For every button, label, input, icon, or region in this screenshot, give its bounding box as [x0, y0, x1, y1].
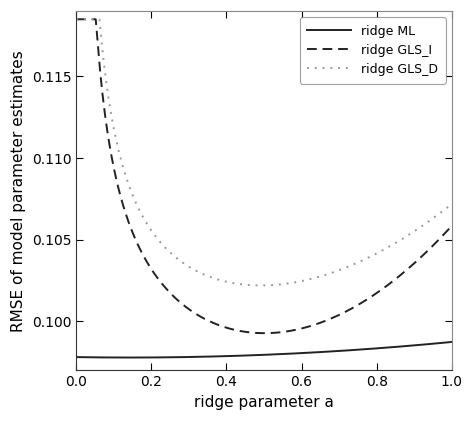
ridge ML [441, 340, 447, 345]
ridge GLS_D [449, 201, 455, 206]
ridge ML [449, 339, 455, 344]
ridge GLS_D [277, 282, 283, 287]
ridge GLS_I [73, 17, 79, 22]
ridge ML [73, 354, 79, 360]
ridge ML [298, 351, 303, 356]
ridge ML [277, 352, 283, 357]
ridge GLS_I [449, 223, 455, 228]
ridge GLS_I [262, 330, 267, 336]
ridge GLS_D [441, 208, 447, 213]
ridge GLS_D [258, 283, 264, 288]
Line: ridge ML: ridge ML [76, 342, 452, 357]
ridge ML [253, 353, 258, 358]
Y-axis label: RMSE of model parameter estimates: RMSE of model parameter estimates [11, 50, 26, 332]
ridge GLS_D [73, 17, 79, 22]
Line: ridge GLS_D: ridge GLS_D [76, 19, 452, 285]
ridge GLS_D [252, 283, 257, 288]
ridge GLS_D [298, 279, 303, 284]
ridge GLS_I [382, 285, 388, 290]
ridge GLS_I [298, 326, 303, 331]
ridge GLS_I [441, 232, 447, 237]
ridge GLS_D [382, 247, 388, 252]
Legend: ridge ML, ridge GLS_I, ridge GLS_D: ridge ML, ridge GLS_I, ridge GLS_D [300, 17, 446, 84]
ridge GLS_I [252, 330, 257, 336]
X-axis label: ridge parameter a: ridge parameter a [194, 395, 334, 410]
ridge ML [255, 352, 261, 357]
Line: ridge GLS_I: ridge GLS_I [76, 19, 452, 333]
ridge ML [382, 345, 388, 350]
ridge GLS_I [277, 330, 283, 335]
ridge GLS_I [254, 330, 260, 336]
ridge GLS_D [254, 283, 260, 288]
ridge ML [127, 355, 132, 360]
